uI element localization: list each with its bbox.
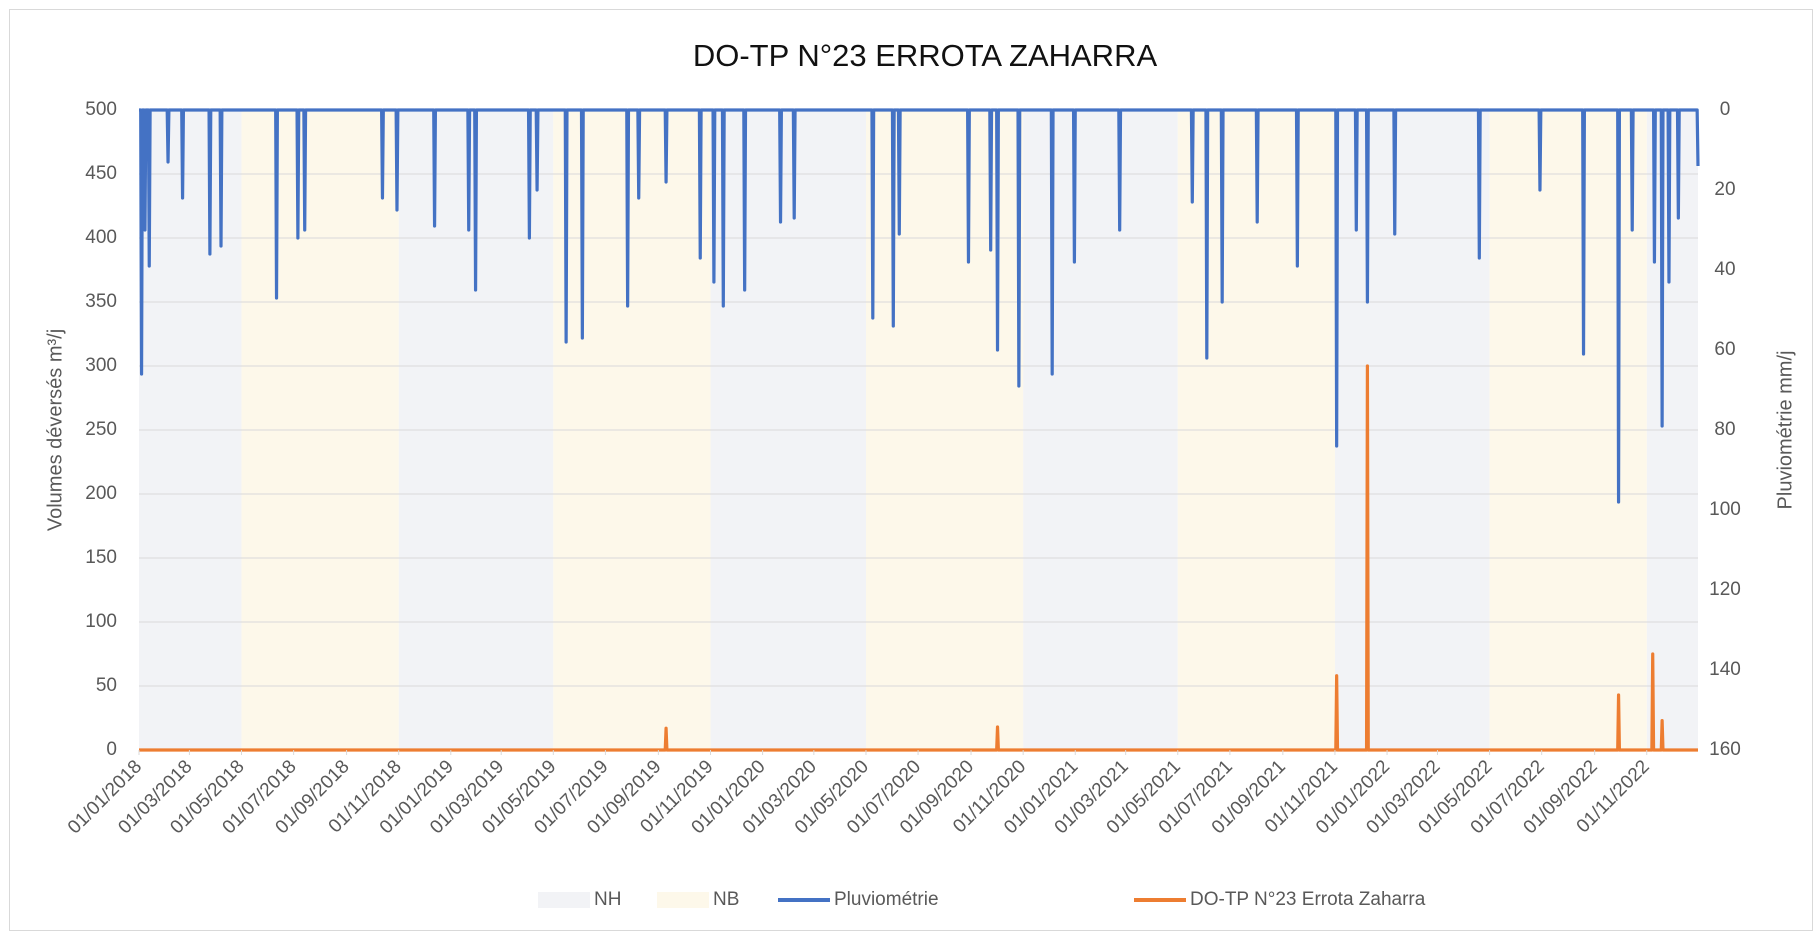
y-tick-label: 300 [85, 355, 117, 376]
legend-label: DO-TP N°23 Errota Zaharra [1190, 889, 1426, 910]
legend-label: Pluviométrie [834, 889, 939, 910]
y2-tick-label: 100 [1709, 499, 1741, 520]
lines [139, 108, 1700, 752]
chart-title: DO-TP N°23 ERROTA ZAHARRA [693, 38, 1158, 73]
y-tick-label: 150 [85, 547, 117, 568]
y2-tick-label: 160 [1709, 739, 1741, 760]
y2-tick-label: 0 [1720, 99, 1731, 120]
y-tick-label: 0 [106, 739, 117, 760]
legend-swatch [657, 892, 709, 908]
series-line [139, 364, 1698, 752]
y-tick-label: 250 [85, 419, 117, 440]
legend-label: NH [594, 889, 621, 910]
y-tick-label: 350 [85, 291, 117, 312]
y-tick-label: 200 [85, 483, 117, 504]
y2-tick-label: 140 [1709, 659, 1741, 680]
y2-axis-title: Pluviométrie mm/j [1774, 351, 1796, 510]
y2-tick-label: 60 [1714, 339, 1735, 360]
legend-swatch [538, 892, 590, 908]
y2-tick-label: 120 [1709, 579, 1741, 600]
y-tick-label: 50 [96, 675, 117, 696]
y2-tick-label: 20 [1714, 179, 1735, 200]
y-tick-label: 500 [85, 99, 117, 120]
y-tick-label: 400 [85, 227, 117, 248]
y-axis-title: Volumes déversés m³/j [44, 329, 66, 531]
y2-tick-label: 80 [1714, 419, 1735, 440]
y2-tick-label: 40 [1714, 259, 1735, 280]
series-line [139, 108, 1700, 504]
legend: NH NB Pluviométrie DO-TP N°23 Errota Zaharr… [538, 889, 1426, 910]
legend-label: NB [713, 889, 739, 910]
y-tick-label: 100 [85, 611, 117, 632]
y-tick-label: 450 [85, 163, 117, 184]
